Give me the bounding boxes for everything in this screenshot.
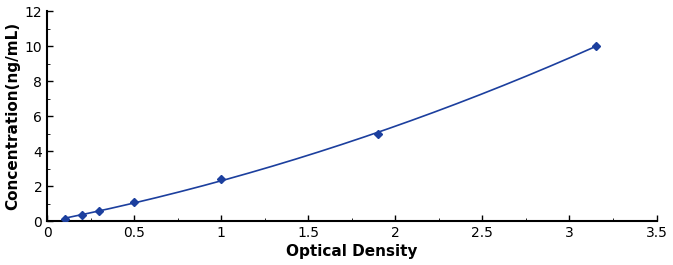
Y-axis label: Concentration(ng/mL): Concentration(ng/mL) xyxy=(5,22,21,210)
X-axis label: Optical Density: Optical Density xyxy=(286,244,418,259)
